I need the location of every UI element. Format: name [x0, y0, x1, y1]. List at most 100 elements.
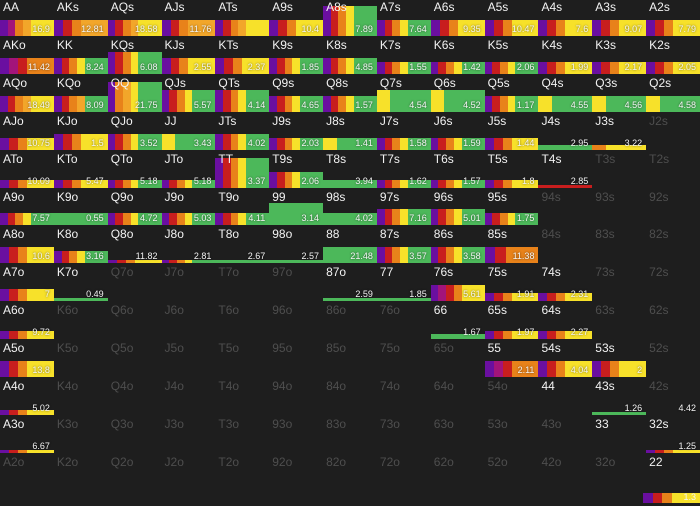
hand-cell-92s[interactable]: 92s	[646, 190, 700, 228]
hand-cell-87s[interactable]: 87s 3.57	[376, 227, 431, 265]
hand-cell-75s[interactable]: 75s 1.91	[484, 265, 539, 303]
hand-cell-kqo[interactable]: KQo 8.09	[53, 76, 108, 114]
hand-cell-a8s[interactable]: A8s 7.89	[323, 0, 377, 38]
hand-cell-qto[interactable]: QTo 5.18	[107, 152, 162, 190]
hand-cell-k7o[interactable]: K7o 0.49	[53, 265, 108, 303]
hand-cell-j2s[interactable]: J2s	[646, 114, 700, 152]
hand-cell-94s[interactable]: 94s	[538, 190, 592, 228]
hand-cell-kk[interactable]: KK 8.24	[53, 38, 108, 76]
hand-cell-q2s[interactable]: Q2s 4.58	[646, 76, 700, 114]
hand-cell-kjo[interactable]: KJo 1.5	[53, 114, 108, 152]
hand-cell-t6s[interactable]: T6s 1.57	[430, 152, 485, 190]
hand-cell-53s[interactable]: 53s 2	[592, 341, 647, 379]
hand-cell-42o[interactable]: 42o	[538, 455, 592, 493]
hand-cell-q6o[interactable]: Q6o	[108, 303, 162, 341]
hand-cell-32o[interactable]: 32o	[592, 455, 646, 493]
hand-cell-87o[interactable]: 87o 2.59	[323, 265, 377, 303]
hand-cell-k9s[interactable]: K9s 1.85	[269, 38, 324, 76]
hand-cell-52o[interactable]: 52o	[485, 455, 539, 493]
hand-cell-kto[interactable]: KTo 5.47	[53, 152, 108, 190]
hand-cell-j2o[interactable]: J2o	[162, 455, 216, 493]
hand-cell-t2s[interactable]: T2s	[646, 152, 700, 190]
hand-cell-kjs[interactable]: KJs 2.55	[161, 38, 216, 76]
hand-cell-k2s[interactable]: K2s 2.05	[646, 38, 700, 76]
hand-cell-q6s[interactable]: Q6s 4.52	[430, 76, 485, 114]
hand-cell-33[interactable]: 33	[592, 417, 646, 455]
hand-cell-k3s[interactable]: K3s 2.17	[592, 38, 647, 76]
hand-cell-k9o[interactable]: K9o 0.55	[53, 190, 108, 228]
hand-cell-t2o[interactable]: T2o	[215, 455, 269, 493]
hand-cell-aqo[interactable]: AQo 18.49	[0, 76, 54, 114]
hand-cell-a3s[interactable]: A3s 9.07	[592, 0, 647, 38]
hand-cell-j5s[interactable]: J5s 1.44	[484, 114, 539, 152]
hand-cell-q8o[interactable]: Q8o 11.82	[107, 227, 162, 265]
hand-cell-ako[interactable]: AKo 11.42	[0, 38, 54, 76]
hand-cell-86o[interactable]: 86o	[323, 303, 377, 341]
hand-cell-72o[interactable]: 72o	[377, 455, 431, 493]
hand-cell-q9s[interactable]: Q9s 4.65	[269, 76, 324, 114]
hand-cell-q3o[interactable]: Q3o	[108, 417, 162, 455]
hand-cell-t9s[interactable]: T9s 2.06	[269, 152, 324, 190]
hand-cell-k2o[interactable]: K2o	[54, 455, 108, 493]
hand-cell-65o[interactable]: 65o	[431, 341, 485, 379]
hand-cell-a5o[interactable]: A5o 13.8	[0, 341, 54, 379]
hand-cell-85o[interactable]: 85o	[323, 341, 377, 379]
hand-cell-76o[interactable]: 76o	[377, 303, 431, 341]
hand-cell-a4s[interactable]: A4s 7.6	[538, 0, 593, 38]
hand-cell-t5s[interactable]: T5s 1.8	[484, 152, 539, 190]
hand-cell-t4s[interactable]: T4s 2.85	[538, 152, 593, 190]
hand-cell-ato[interactable]: ATo 10.09	[0, 152, 54, 190]
hand-cell-j5o[interactable]: J5o	[162, 341, 216, 379]
hand-cell-98o[interactable]: 98o 2.57	[269, 227, 324, 265]
hand-cell-66[interactable]: 66 1.67	[430, 303, 485, 341]
hand-cell-53o[interactable]: 53o	[485, 417, 539, 455]
hand-cell-44[interactable]: 44	[538, 379, 592, 417]
hand-cell-52s[interactable]: 52s	[646, 341, 700, 379]
hand-cell-qts[interactable]: QTs 4.14	[215, 76, 270, 114]
hand-cell-63o[interactable]: 63o	[431, 417, 485, 455]
hand-cell-96s[interactable]: 96s 5.01	[430, 190, 485, 228]
hand-cell-j4s[interactable]: J4s 2.95	[538, 114, 593, 152]
hand-cell-t6o[interactable]: T6o	[215, 303, 269, 341]
hand-cell-77[interactable]: 77 1.85	[376, 265, 431, 303]
hand-cell-42s[interactable]: 42s 4.42	[646, 379, 700, 417]
hand-cell-a2o[interactable]: A2o	[0, 455, 54, 493]
hand-cell-74o[interactable]: 74o	[377, 379, 431, 417]
hand-cell-aks[interactable]: AKs 12.81	[53, 0, 108, 38]
hand-cell-74s[interactable]: 74s 2.31	[538, 265, 593, 303]
hand-cell-j8o[interactable]: J8o 2.81	[161, 227, 216, 265]
hand-cell-k8o[interactable]: K8o 3.16	[53, 227, 108, 265]
hand-cell-t8o[interactable]: T8o 2.67	[215, 227, 270, 265]
hand-cell-83o[interactable]: 83o	[323, 417, 377, 455]
hand-cell-65s[interactable]: 65s 1.97	[484, 303, 539, 341]
hand-cell-97s[interactable]: 97s 7.16	[376, 190, 431, 228]
hand-cell-95o[interactable]: 95o	[269, 341, 323, 379]
hand-cell-a5s[interactable]: A5s 10.47	[484, 0, 539, 38]
hand-cell-86s[interactable]: 86s 3.58	[430, 227, 485, 265]
hand-cell-43s[interactable]: 43s 1.26	[592, 379, 647, 417]
hand-cell-54o[interactable]: 54o	[485, 379, 539, 417]
hand-cell-j6s[interactable]: J6s 1.59	[430, 114, 485, 152]
hand-cell-k5s[interactable]: K5s 2.06	[484, 38, 539, 76]
hand-cell-j9o[interactable]: J9o 5.03	[161, 190, 216, 228]
hand-cell-a6o[interactable]: A6o 9.72	[0, 303, 54, 341]
hand-cell-73s[interactable]: 73s	[592, 265, 646, 303]
hand-cell-jj[interactable]: JJ 3.43	[161, 114, 216, 152]
hand-cell-84s[interactable]: 84s	[538, 227, 592, 265]
hand-cell-k8s[interactable]: K8s 4.85	[323, 38, 377, 76]
hand-cell-98s[interactable]: 98s 4.02	[323, 190, 377, 228]
hand-cell-j9s[interactable]: J9s 2.03	[269, 114, 324, 152]
hand-cell-a7o[interactable]: A7o 7	[0, 265, 54, 303]
hand-cell-k6s[interactable]: K6s 1.42	[430, 38, 485, 76]
hand-cell-ajs[interactable]: AJs 11.76	[161, 0, 216, 38]
hand-cell-q5o[interactable]: Q5o	[108, 341, 162, 379]
hand-cell-qjo[interactable]: QJo 3.52	[107, 114, 162, 152]
hand-cell-a6s[interactable]: A6s 9.35	[430, 0, 485, 38]
hand-cell-j7s[interactable]: J7s 1.58	[376, 114, 431, 152]
hand-cell-55[interactable]: 55 2.11	[484, 341, 539, 379]
hand-cell-kqs[interactable]: KQs 6.08	[107, 38, 162, 76]
hand-cell-96o[interactable]: 96o	[269, 303, 323, 341]
hand-cell-93s[interactable]: 93s	[592, 190, 646, 228]
hand-cell-32s[interactable]: 32s 1.25	[646, 417, 700, 455]
hand-cell-q7s[interactable]: Q7s 4.54	[376, 76, 431, 114]
